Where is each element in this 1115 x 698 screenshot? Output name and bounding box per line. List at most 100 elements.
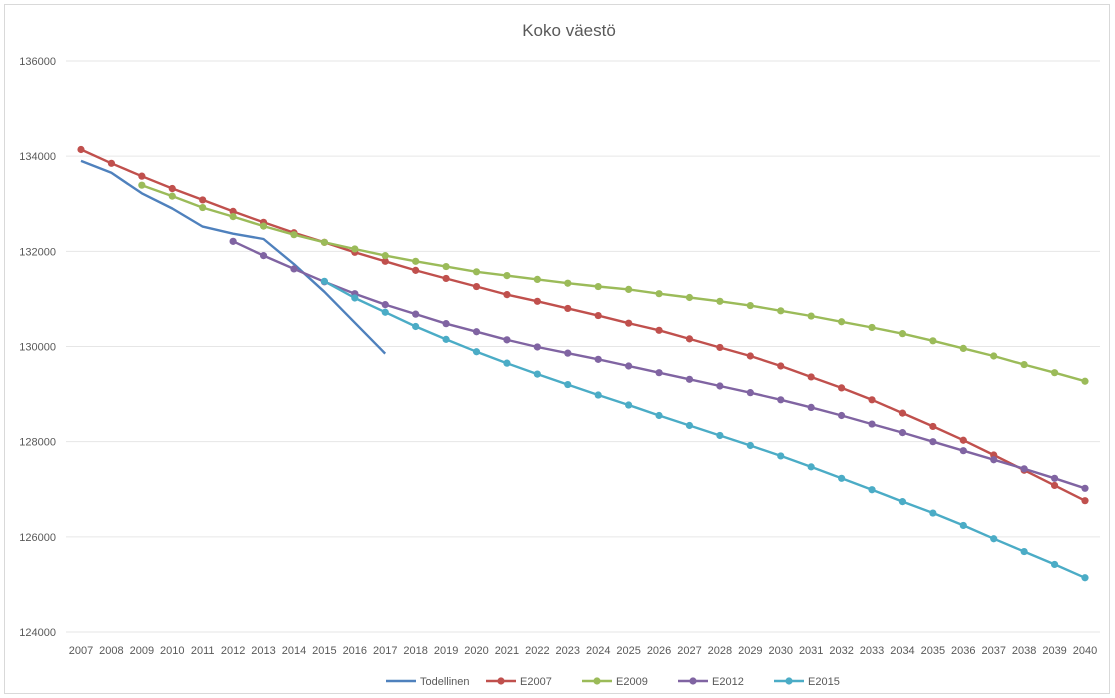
data-point bbox=[868, 486, 876, 494]
data-point bbox=[716, 343, 724, 352]
data-point bbox=[1081, 377, 1089, 385]
legend-marker bbox=[497, 677, 505, 685]
data-point bbox=[929, 422, 937, 431]
data-point bbox=[655, 326, 663, 334]
data-point bbox=[1050, 560, 1059, 569]
data-point bbox=[442, 262, 450, 271]
legend-label: E2009 bbox=[616, 676, 648, 688]
data-point bbox=[381, 257, 389, 265]
data-point bbox=[959, 447, 967, 455]
data-point bbox=[564, 349, 572, 357]
data-point bbox=[655, 290, 663, 298]
data-point bbox=[533, 275, 541, 284]
data-point bbox=[259, 222, 268, 230]
data-point bbox=[1081, 497, 1089, 505]
data-point bbox=[533, 370, 541, 378]
x-tick-label: 2035 bbox=[921, 645, 945, 657]
data-point bbox=[716, 431, 724, 440]
series-line-e2009 bbox=[141, 184, 1086, 383]
data-point bbox=[594, 391, 602, 399]
x-tick-label: 2040 bbox=[1073, 645, 1097, 657]
legend-item-e2007: E2007 bbox=[486, 676, 552, 688]
data-point bbox=[351, 245, 359, 253]
data-point bbox=[229, 207, 237, 215]
x-tick-label: 2032 bbox=[829, 645, 853, 657]
x-tick-label: 2026 bbox=[647, 645, 671, 657]
data-point bbox=[533, 297, 541, 305]
chart-frame bbox=[4, 4, 1110, 694]
data-point bbox=[412, 322, 420, 331]
data-point bbox=[503, 359, 511, 367]
data-point bbox=[685, 293, 694, 302]
data-point bbox=[838, 384, 846, 392]
series-line-e2015 bbox=[323, 280, 1086, 579]
data-point bbox=[959, 436, 967, 444]
series-line-e2012 bbox=[232, 240, 1086, 490]
data-point bbox=[503, 336, 511, 344]
data-point bbox=[472, 348, 481, 356]
data-point bbox=[472, 328, 481, 336]
data-point bbox=[1020, 547, 1028, 556]
data-point bbox=[1081, 574, 1089, 582]
legend-label: E2012 bbox=[712, 676, 744, 688]
x-tick-label: 2031 bbox=[799, 645, 823, 657]
x-tick-label: 2016 bbox=[343, 645, 367, 657]
data-point bbox=[564, 279, 572, 287]
data-point bbox=[381, 252, 389, 260]
data-point bbox=[1020, 360, 1028, 369]
data-point bbox=[412, 310, 420, 318]
data-point bbox=[1050, 369, 1059, 377]
series-todellinen bbox=[80, 159, 387, 355]
x-tick-label: 2020 bbox=[464, 645, 488, 657]
data-point bbox=[594, 282, 602, 291]
data-point bbox=[625, 401, 633, 409]
x-tick-label: 2012 bbox=[221, 645, 245, 657]
x-tick-label: 2039 bbox=[1042, 645, 1066, 657]
data-point bbox=[807, 463, 815, 471]
x-tick-label: 2029 bbox=[738, 645, 762, 657]
data-point bbox=[594, 355, 602, 363]
data-point bbox=[564, 380, 572, 389]
data-point bbox=[898, 330, 907, 338]
y-tick-label: 130000 bbox=[19, 342, 56, 354]
x-tick-label: 2037 bbox=[981, 645, 1005, 657]
data-point bbox=[685, 335, 694, 343]
data-point bbox=[259, 252, 268, 260]
x-tick-label: 2019 bbox=[434, 645, 458, 657]
x-tick-label: 2034 bbox=[890, 645, 914, 657]
data-point bbox=[381, 301, 389, 309]
data-point bbox=[868, 323, 876, 332]
x-tick-label: 2028 bbox=[708, 645, 732, 657]
legend-label: E2015 bbox=[808, 676, 840, 688]
data-point bbox=[655, 411, 663, 420]
x-tick-label: 2014 bbox=[282, 645, 306, 657]
data-point bbox=[229, 212, 237, 221]
legend-item-e2009: E2009 bbox=[582, 676, 648, 688]
x-tick-label: 2013 bbox=[251, 645, 275, 657]
series-e2012 bbox=[229, 237, 1089, 492]
data-point bbox=[199, 196, 207, 204]
legend-marker bbox=[785, 677, 793, 685]
x-tick-label: 2022 bbox=[525, 645, 549, 657]
data-point bbox=[838, 474, 846, 482]
data-point bbox=[716, 297, 724, 305]
data-point bbox=[807, 312, 815, 320]
data-point bbox=[625, 285, 633, 293]
data-point bbox=[412, 257, 420, 265]
data-point bbox=[412, 266, 420, 274]
data-point bbox=[320, 277, 328, 285]
data-point bbox=[1020, 465, 1028, 473]
data-point bbox=[442, 274, 450, 283]
data-point bbox=[1050, 481, 1059, 490]
x-tick-label: 2030 bbox=[769, 645, 793, 657]
legend: Todellinen E2007 E2009 E2012 E2015 bbox=[386, 676, 840, 688]
data-point bbox=[625, 319, 633, 327]
data-point bbox=[898, 498, 907, 506]
data-point bbox=[929, 337, 937, 345]
data-point bbox=[199, 203, 207, 212]
data-point bbox=[929, 509, 937, 517]
y-tick-label: 134000 bbox=[19, 151, 56, 163]
series-line-e2007 bbox=[80, 148, 1086, 502]
data-point bbox=[807, 403, 815, 412]
data-point bbox=[990, 456, 998, 464]
